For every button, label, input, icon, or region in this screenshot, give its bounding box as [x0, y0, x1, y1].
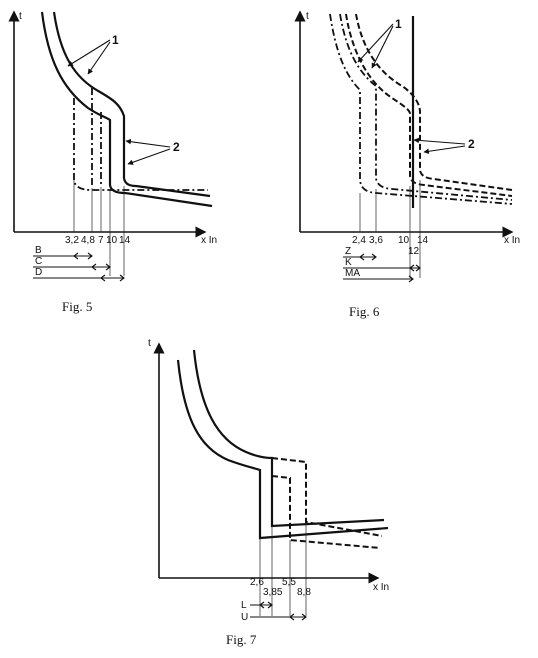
fig6-range-ma: MA	[345, 268, 360, 279]
fig7-t-label: t	[148, 338, 151, 349]
fig5-x-label: x In	[201, 235, 217, 246]
fig6-range-z-arrows	[359, 253, 377, 261]
fig7-curve-u	[192, 349, 385, 528]
fig5-range-c-arrows	[91, 263, 111, 271]
fig7-curve-dashed	[271, 475, 381, 549]
fig7-tick-8-8: 8,8	[297, 587, 311, 598]
fig6-callout-1-arrow-a	[357, 23, 394, 63]
fig6-t-label: t	[306, 11, 309, 22]
fig7-curve-dashed-upper	[271, 457, 383, 537]
fig5-t-label: t	[19, 11, 22, 22]
fig5-caption: Fig. 5	[62, 299, 92, 314]
fig6-range-z: Z	[345, 246, 351, 257]
fig6-caption: Fig. 6	[349, 304, 380, 319]
fig5-callout-2: 2	[173, 140, 180, 154]
fig5-callout-2-arrow-a	[125, 138, 171, 148]
fig6-callout-1: 1	[395, 17, 402, 31]
fig6-callout-2-arrow-a	[413, 137, 466, 145]
fig5-diagram: t x In 3,2 4,8 7 10 14 1 2 B C	[8, 10, 217, 314]
fig5-tick-10: 10	[106, 235, 118, 246]
fig6-range-k: K	[345, 257, 352, 268]
fig5-range-b: B	[35, 245, 42, 256]
fig5-curve-b	[73, 98, 208, 191]
fig6-curve-k	[339, 13, 513, 201]
fig7-range-u: U	[241, 612, 248, 623]
fig5-callout-1-arrow-b	[87, 41, 111, 75]
fig7-diagram: t x In 2,6 3,85 5,5 8,8 L U Fig. 7	[148, 338, 389, 647]
fig6-callout-1-arrow-b	[371, 25, 394, 69]
fig7-caption: Fig. 7	[226, 632, 257, 647]
fig7-tick-3-85: 3,85	[263, 587, 283, 598]
fig6-callout-2: 2	[468, 137, 475, 151]
fig7-x-label: x In	[373, 582, 389, 593]
fig6-callout-2-arrow-b	[423, 145, 466, 155]
fig6-x-label: x In	[504, 235, 520, 246]
fig5-tick-14: 14	[119, 235, 131, 246]
fig6-range-k-arrows	[409, 264, 421, 272]
fig6-tick-14: 14	[417, 235, 429, 246]
fig7-range-l: L	[241, 600, 247, 611]
fig7-tick-2-6: 2,6	[250, 577, 264, 588]
fig6-range-ma-arrows	[408, 275, 414, 283]
fig5-range-b-arrows	[73, 252, 93, 260]
fig5-range-c: C	[35, 256, 42, 267]
fig6-tick-12: 12	[408, 246, 420, 257]
fig6-diagram: t x In 2,4 3,6 10 14 12 1 2 Z K MA	[294, 10, 520, 319]
fig5-callout-2-arrow-b	[127, 148, 171, 165]
fig5-range-d: D	[35, 267, 42, 278]
fig5-range-d-arrows	[100, 274, 125, 282]
fig5-callout-1: 1	[112, 33, 119, 47]
fig5-curve-upper	[52, 11, 211, 198]
fig5-tick-4-8: 4,8	[81, 235, 95, 246]
fig7-range-u-arrows	[289, 613, 307, 621]
fig5-tick-7: 7	[98, 235, 104, 246]
fig7-curve-l	[176, 359, 389, 540]
fig7-tick-5-5: 5,5	[282, 577, 296, 588]
fig6-tick-2-4: 2,4	[352, 235, 366, 246]
fig6-curve-outer-dashed	[355, 13, 513, 191]
fig5-tick-3-2: 3,2	[65, 235, 79, 246]
fig5-callout-1-arrow-a	[67, 39, 111, 67]
fig7-range-l-arrows	[259, 601, 273, 609]
fig6-curve-z	[329, 13, 513, 205]
fig5-curve-lower	[40, 11, 213, 208]
fig6-tick-3-6: 3,6	[369, 235, 383, 246]
fig6-tick-10: 10	[398, 235, 410, 246]
fig6-curve-upper-dashed	[345, 13, 513, 197]
